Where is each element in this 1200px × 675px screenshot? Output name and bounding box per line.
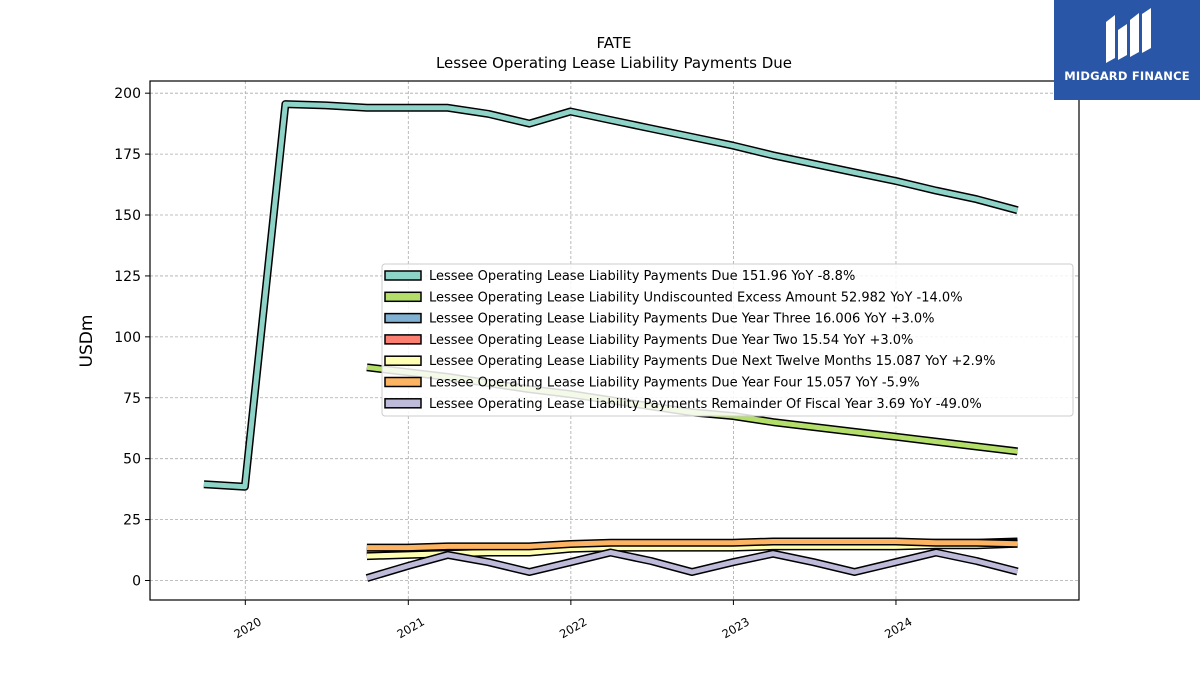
x-tick-label: 2022 bbox=[557, 614, 589, 641]
legend-item-6: Lessee Operating Lease Liability Payment… bbox=[384, 376, 920, 391]
legend-swatch bbox=[384, 398, 422, 409]
midgard-logo-icon bbox=[1106, 8, 1151, 63]
series-stroke bbox=[203, 101, 1019, 490]
legend-swatch bbox=[384, 334, 422, 345]
legend-label: Lessee Operating Lease Liability Undisco… bbox=[429, 290, 963, 305]
series-stroke bbox=[366, 539, 1018, 551]
series-stroke bbox=[366, 550, 1019, 581]
x-tick-label: 2021 bbox=[394, 614, 426, 641]
legend-label: Lessee Operating Lease Liability Payment… bbox=[429, 269, 855, 284]
y-tick-label: 0 bbox=[132, 574, 141, 590]
series-line-5 bbox=[366, 539, 1018, 561]
y-tick-label: 25 bbox=[123, 513, 141, 529]
legend-label: Lessee Operating Lease Liability Payment… bbox=[429, 397, 982, 412]
y-tick-label: 200 bbox=[114, 86, 141, 102]
legend: Lessee Operating Lease Liability Payment… bbox=[381, 263, 1074, 417]
y-tick-label: 75 bbox=[123, 391, 141, 407]
legend-item-7: Lessee Operating Lease Liability Payment… bbox=[384, 397, 982, 412]
plot-frame bbox=[149, 80, 1080, 601]
legend-label: Lessee Operating Lease Liability Payment… bbox=[429, 376, 920, 391]
y-tick-label: 175 bbox=[114, 147, 141, 163]
legend-item-3: Lessee Operating Lease Liability Payment… bbox=[384, 312, 935, 327]
x-tick-label: 2020 bbox=[231, 614, 263, 641]
chart-subtitle: Lessee Operating Lease Liability Payment… bbox=[436, 54, 792, 72]
x-tick-label: 2024 bbox=[882, 614, 914, 641]
y-axis-label: USDm bbox=[77, 315, 97, 368]
y-axis: 0 25 50 75 100 125 150 175 200 bbox=[114, 86, 150, 590]
legend-label: Lessee Operating Lease Liability Payment… bbox=[429, 333, 913, 348]
series-line-7 bbox=[365, 548, 1019, 582]
legend-swatch bbox=[384, 376, 422, 388]
legend-swatch bbox=[384, 270, 422, 281]
legend-label: Lessee Operating Lease Liability Payment… bbox=[429, 312, 935, 327]
legend-label: Lessee Operating Lease Liability Payment… bbox=[429, 354, 995, 369]
legend-item-1: Lessee Operating Lease Liability Payment… bbox=[384, 269, 855, 284]
series-line-6 bbox=[366, 537, 1018, 552]
legend-box bbox=[381, 263, 1074, 417]
legend-swatch bbox=[384, 312, 422, 324]
midgard-finance-logo: MIDGARD FINANCE bbox=[1054, 0, 1200, 100]
x-axis: 2020 2021 2022 2023 2024 bbox=[231, 600, 914, 641]
legend-swatch bbox=[384, 355, 422, 366]
y-tick-label: 125 bbox=[114, 269, 141, 285]
y-tick-label: 150 bbox=[114, 208, 141, 224]
y-tick-label: 50 bbox=[123, 452, 141, 468]
chart-title: FATE bbox=[597, 34, 632, 52]
series-line-1 bbox=[203, 100, 1019, 491]
logo-text: MIDGARD FINANCE bbox=[1064, 69, 1190, 83]
legend-item-5: Lessee Operating Lease Liability Payment… bbox=[384, 354, 995, 369]
grid bbox=[150, 81, 1079, 600]
legend-swatch bbox=[384, 291, 422, 303]
x-tick-label: 2023 bbox=[720, 614, 752, 641]
y-tick-label: 100 bbox=[114, 330, 141, 346]
legend-item-2: Lessee Operating Lease Liability Undisco… bbox=[384, 290, 963, 305]
series-stroke bbox=[366, 541, 1018, 559]
legend-item-4: Lessee Operating Lease Liability Payment… bbox=[384, 333, 913, 348]
